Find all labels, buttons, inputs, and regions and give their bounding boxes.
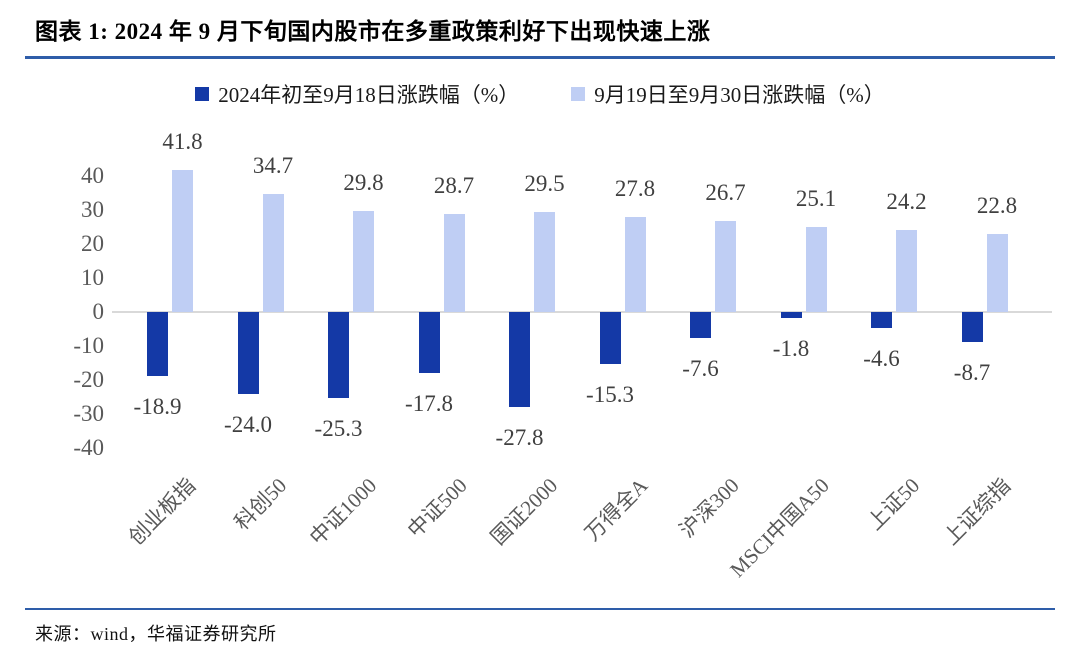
title-divider [25, 56, 1055, 59]
category-label: 上证综指 [938, 473, 1015, 550]
data-label: 26.7 [705, 180, 746, 206]
bar [871, 312, 892, 328]
data-label: -15.3 [586, 382, 634, 408]
source-note: 来源：wind，华福证券研究所 [35, 624, 277, 644]
data-label: 29.5 [524, 170, 565, 196]
data-label: -4.6 [863, 345, 900, 371]
legend-label: 2024年初至9月18日涨跌幅（%） [218, 83, 520, 107]
bar [986, 234, 1008, 312]
data-label: 24.2 [886, 188, 927, 214]
legend-item-1: 9月19日至9月30日涨跌幅（%） [571, 79, 885, 109]
bar [443, 214, 465, 312]
zero-axis-line [112, 311, 1052, 313]
y-axis-tick-label: 10 [81, 265, 104, 290]
legend-item-0: 2024年初至9月18日涨跌幅（%） [195, 79, 519, 109]
data-label: -24.0 [224, 411, 272, 437]
category-label: 沪深300 [674, 473, 744, 543]
legend-swatch-icon [195, 87, 210, 101]
data-label: -18.9 [133, 394, 182, 420]
data-label: 25.1 [795, 185, 837, 211]
chart-title: 图表 1: 2024 年 9 月下旬国内股市在多重政策利好下出现快速上涨 [35, 19, 711, 44]
bar [418, 312, 440, 373]
bar [534, 211, 555, 312]
bar [780, 312, 802, 319]
data-label: -27.8 [495, 424, 544, 450]
y-axis-tick-label: 20 [81, 231, 104, 256]
data-label: 29.8 [343, 169, 384, 195]
bar [172, 169, 193, 312]
data-label: -25.3 [314, 416, 363, 442]
bar [262, 194, 284, 312]
bar [599, 312, 621, 365]
y-axis-tick-label: -40 [73, 435, 104, 460]
footer-divider [25, 608, 1055, 610]
data-label: 34.7 [252, 153, 294, 179]
data-label: 41.8 [162, 128, 203, 154]
bar [896, 229, 917, 312]
data-label: 28.7 [433, 173, 475, 199]
legend-swatch-icon [571, 87, 586, 101]
bar [509, 312, 530, 407]
bar [961, 312, 983, 342]
y-axis-tick-label: -20 [73, 367, 104, 392]
category-label: 万得全A [580, 473, 653, 546]
legend-label: 9月19日至9月30日涨跌幅（%） [594, 83, 885, 107]
data-label: -8.7 [953, 359, 991, 385]
data-label: -17.8 [405, 390, 453, 416]
y-axis-tick-label: 40 [81, 163, 104, 188]
category-label: 中证500 [402, 473, 472, 543]
chart-legend: 2024年初至9月18日涨跌幅（%） 9月19日至9月30日涨跌幅（%） [0, 79, 1080, 109]
y-axis-tick-label: 0 [92, 299, 105, 324]
bar [690, 312, 711, 338]
category-label: 上证50 [862, 473, 925, 535]
bar [328, 312, 349, 399]
y-axis-tick-label: -30 [73, 401, 104, 426]
bar [805, 226, 827, 312]
y-axis-tick-label: 30 [81, 197, 104, 222]
bar [624, 217, 646, 312]
bar [715, 221, 736, 312]
data-label: -1.8 [772, 336, 810, 362]
category-label: 科创50 [229, 473, 291, 535]
y-axis-tick-label: -10 [73, 333, 104, 358]
bar [237, 312, 259, 394]
data-label: 22.8 [976, 193, 1018, 219]
category-label: 中证1000 [304, 473, 382, 550]
bar [147, 312, 168, 377]
data-label: -7.6 [682, 355, 719, 381]
data-label: 27.8 [614, 176, 656, 202]
bar [353, 210, 374, 312]
category-label: 国证2000 [485, 473, 563, 550]
category-label: 创业板指 [123, 473, 201, 550]
